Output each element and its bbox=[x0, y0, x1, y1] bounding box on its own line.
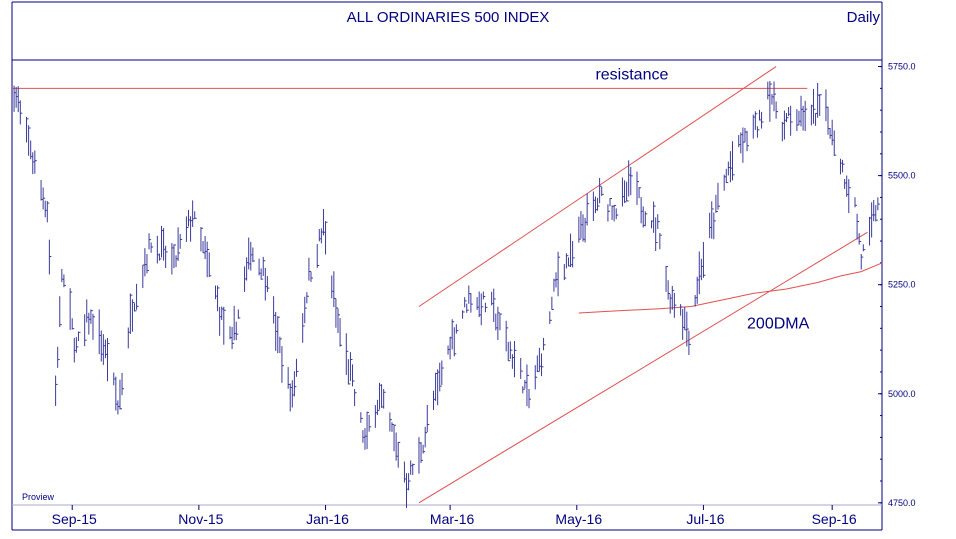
dma-label: 200DMA bbox=[747, 315, 810, 332]
x-tick-label: Sep-15 bbox=[52, 511, 97, 527]
y-tick-label: 5500.0 bbox=[888, 171, 916, 181]
x-tick-label: Jan-16 bbox=[306, 511, 349, 527]
dma-200-line bbox=[578, 262, 883, 314]
x-tick-label: Mar-16 bbox=[430, 511, 475, 527]
y-tick-label: 5750.0 bbox=[888, 62, 916, 72]
overlay-lines bbox=[12, 66, 883, 504]
price-bars bbox=[13, 80, 880, 508]
chart-title: ALL ORDINARIES 500 INDEX bbox=[347, 9, 550, 26]
period-label: Daily bbox=[847, 9, 881, 26]
channel-upper-line bbox=[418, 66, 777, 307]
watermark-label: Proview bbox=[22, 492, 55, 502]
y-tick-label: 5000.0 bbox=[888, 389, 916, 399]
y-axis: 5750.0 5500.0 5250.0 5000.0 4750.0 bbox=[878, 62, 916, 508]
channel-lower-line bbox=[418, 231, 868, 504]
x-tick-label: Jul-16 bbox=[686, 511, 724, 527]
x-tick-label: May-16 bbox=[555, 511, 602, 527]
y-tick-label: 4750.0 bbox=[888, 498, 916, 508]
resistance-label: resistance bbox=[595, 67, 668, 84]
x-tick-label: Nov-15 bbox=[178, 511, 223, 527]
x-tick-label: Sep-16 bbox=[812, 511, 857, 527]
x-axis: Sep-15 Nov-15 Jan-16 Mar-16 May-16 Jul-16 Sep-… bbox=[52, 505, 857, 527]
y-tick-label: 5250.0 bbox=[888, 280, 916, 290]
